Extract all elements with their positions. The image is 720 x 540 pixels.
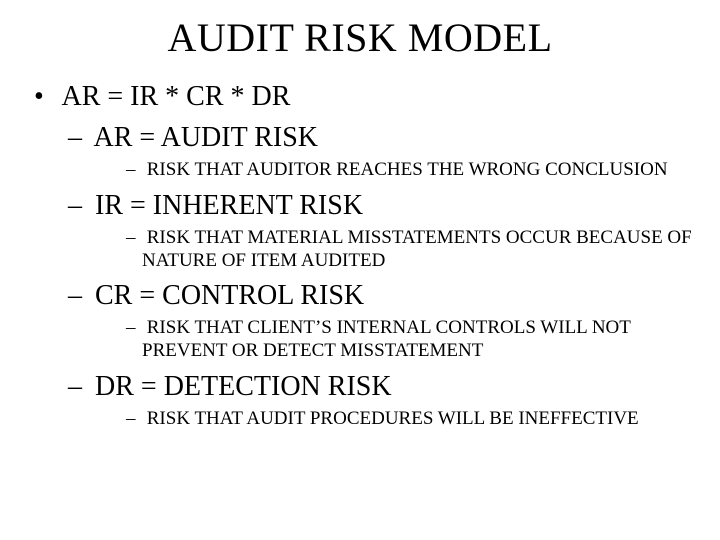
term-dr-def-text: RISK THAT AUDIT PROCEDURES WILL BE INEFF… — [147, 408, 639, 429]
term-cr-def: RISK THAT CLIENT’S INTERNAL CONTROLS WIL… — [126, 317, 694, 363]
bullet-list-level3: RISK THAT AUDIT PROCEDURES WILL BE INEFF… — [68, 408, 694, 431]
term-dr-label: DR = DETECTION RISK — [95, 371, 392, 402]
bullet-list-level3: RISK THAT MATERIAL MISSTATEMENTS OCCUR B… — [68, 227, 694, 273]
formula-text: AR = IR * CR * DR — [61, 81, 290, 112]
bullet-list-level1: AR = IR * CR * DR AR = AUDIT RISK RISK T… — [26, 79, 694, 431]
term-ir-def-text: RISK THAT MATERIAL MISSTATEMENTS OCCUR B… — [142, 227, 692, 271]
term-ar: AR = AUDIT RISK RISK THAT AUDITOR REACHE… — [68, 120, 694, 182]
term-ir-def: RISK THAT MATERIAL MISSTATEMENTS OCCUR B… — [126, 227, 694, 273]
formula-item: AR = IR * CR * DR AR = AUDIT RISK RISK T… — [34, 79, 694, 431]
bullet-list-level3: RISK THAT CLIENT’S INTERNAL CONTROLS WIL… — [68, 317, 694, 363]
term-ir-label: IR = INHERENT RISK — [95, 190, 363, 221]
term-ar-label: AR = AUDIT RISK — [93, 122, 318, 153]
term-ar-def-text: RISK THAT AUDITOR REACHES THE WRONG CONC… — [147, 159, 668, 180]
term-ar-def: RISK THAT AUDITOR REACHES THE WRONG CONC… — [126, 159, 694, 182]
slide: AUDIT RISK MODEL AR = IR * CR * DR AR = … — [0, 0, 720, 540]
bullet-list-level3: RISK THAT AUDITOR REACHES THE WRONG CONC… — [68, 159, 694, 182]
term-cr: CR = CONTROL RISK RISK THAT CLIENT’S INT… — [68, 278, 694, 363]
slide-title: AUDIT RISK MODEL — [26, 14, 694, 61]
bullet-list-level2: AR = AUDIT RISK RISK THAT AUDITOR REACHE… — [34, 120, 694, 431]
term-dr-def: RISK THAT AUDIT PROCEDURES WILL BE INEFF… — [126, 408, 694, 431]
term-cr-def-text: RISK THAT CLIENT’S INTERNAL CONTROLS WIL… — [142, 317, 631, 361]
term-dr: DR = DETECTION RISK RISK THAT AUDIT PROC… — [68, 369, 694, 431]
term-ir: IR = INHERENT RISK RISK THAT MATERIAL MI… — [68, 188, 694, 273]
term-cr-label: CR = CONTROL RISK — [95, 280, 364, 311]
